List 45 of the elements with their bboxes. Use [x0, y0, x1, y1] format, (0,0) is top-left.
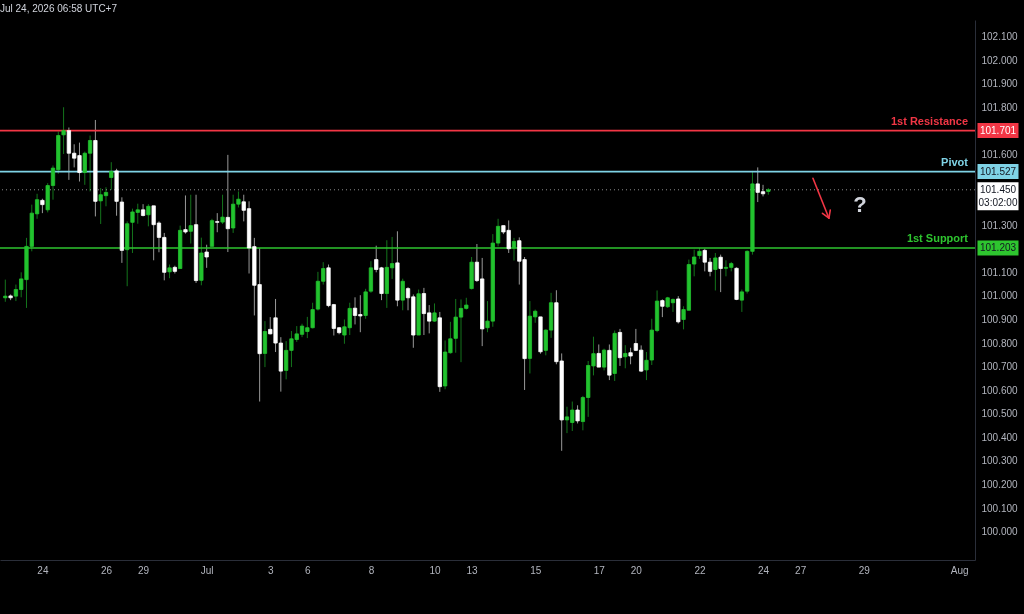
x-tick-label: 6: [305, 564, 312, 576]
chart-title: Jul 24, 2026 06:58 UTC+7: [0, 3, 118, 14]
y-tick-label: 101.000: [981, 290, 1019, 302]
y-tick-label: 100.300: [981, 455, 1019, 467]
annotation: 101.701: [979, 124, 1017, 136]
y-tick-label: 100.000: [981, 526, 1019, 538]
x-tick-label: 20: [630, 564, 643, 576]
y-tick-label: 101.600: [981, 148, 1019, 160]
ref-line-label: 101.450: [979, 183, 1017, 195]
y-tick-label: 101.900: [981, 78, 1019, 90]
annotation: 101.527: [979, 165, 1017, 177]
y-tick-label: 100.600: [981, 384, 1019, 396]
x-tick-label: 29: [138, 564, 150, 576]
y-tick-label: 100.100: [981, 502, 1019, 514]
x-tick-label: 24: [757, 564, 770, 576]
y-tick-label: 102.000: [981, 54, 1019, 66]
y-tick-label: 100.800: [981, 337, 1019, 349]
annotation: 101.203: [979, 242, 1017, 254]
x-tick-label: Jul: [200, 564, 214, 576]
x-tick-label: 29: [858, 564, 871, 576]
y-tick-label: 101.800: [981, 101, 1019, 113]
x-tick-label: 8: [368, 564, 375, 576]
x-tick-label: 24: [37, 564, 49, 576]
x-tick-label: 22: [694, 564, 706, 576]
y-tick-label: 100.400: [981, 431, 1019, 443]
x-tick-label: 15: [530, 564, 542, 576]
ref-line-label: 1st Support: [906, 232, 969, 245]
x-tick-label: 13: [466, 564, 479, 576]
y-tick-label: 100.700: [981, 361, 1019, 373]
x-tick-label: 26: [100, 564, 113, 576]
y-tick-label: 100.200: [981, 479, 1019, 491]
x-tick-label: 3: [267, 564, 274, 576]
x-tick-label: 10: [429, 564, 442, 576]
annotation: ?: [853, 192, 867, 218]
y-tick-label: 101.100: [981, 266, 1019, 278]
y-tick-label: 102.100: [981, 31, 1019, 43]
ref-line-label: 1st Resistance: [890, 114, 968, 127]
y-tick-label: 100.500: [981, 408, 1019, 420]
y-tick-label: 100.900: [981, 313, 1019, 325]
text: 03:02:00: [978, 196, 1018, 208]
y-tick-label: 101.300: [981, 219, 1019, 231]
x-tick-label: Aug: [950, 564, 969, 576]
x-tick-label: 17: [593, 564, 606, 576]
ref-line-label: Pivot: [941, 155, 969, 168]
x-tick-label: 27: [795, 564, 807, 576]
